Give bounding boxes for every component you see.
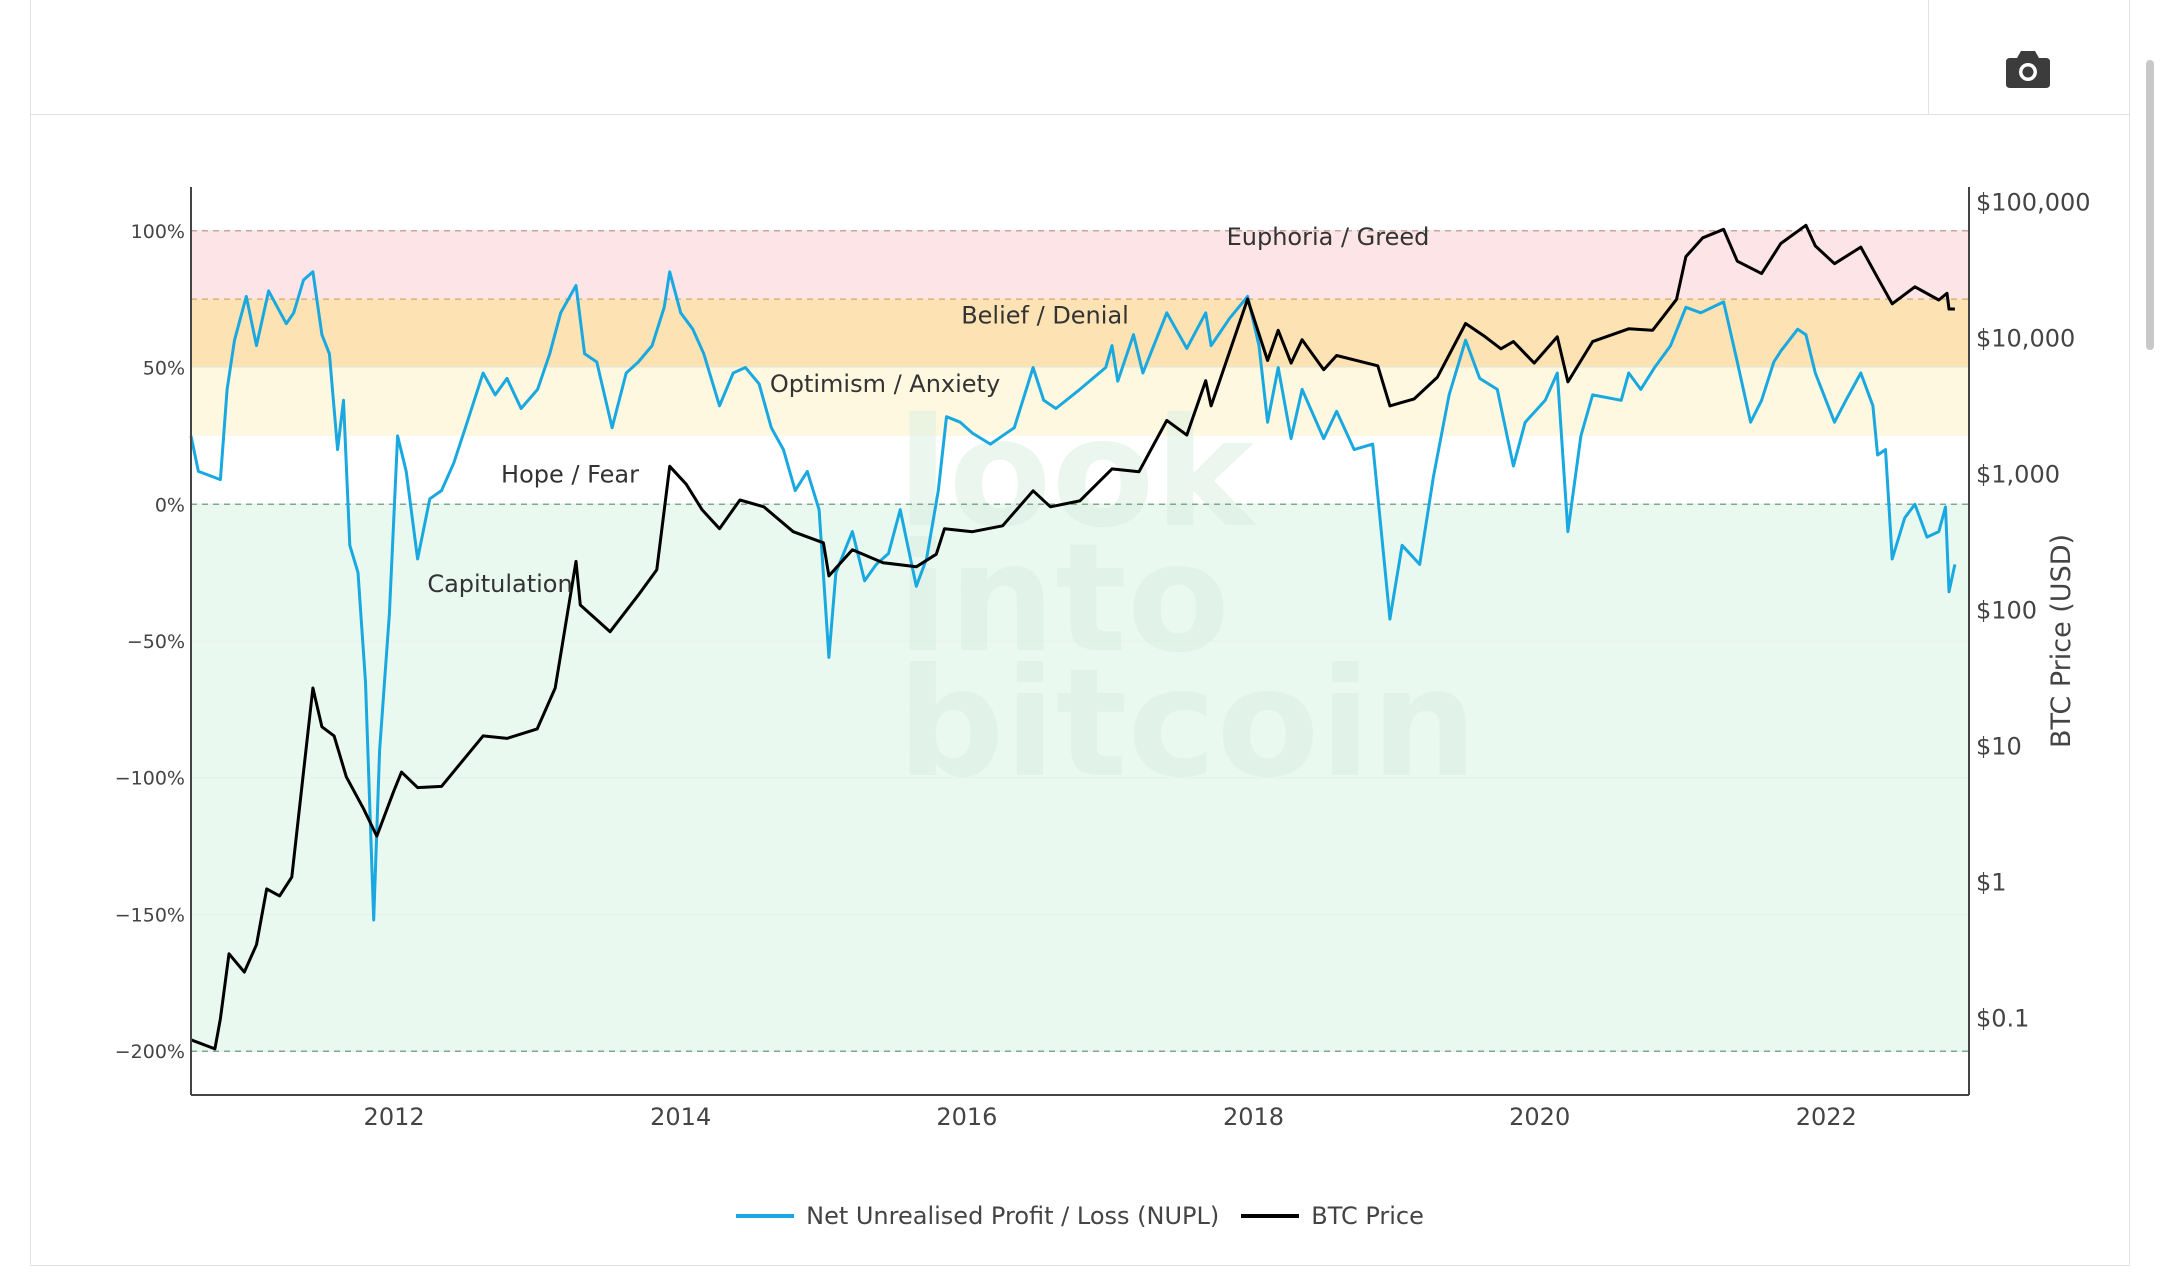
watermark-line-3: bitcoin (897, 637, 1478, 811)
x-tick-label: 2012 (364, 1103, 425, 1131)
zone-label-belief-denial: Belief / Denial (961, 302, 1129, 330)
y-left-tick-label: 100% (131, 221, 185, 243)
legend-swatch-btc-price (1241, 1214, 1300, 1218)
y-right-tick-label: $1,000 (1976, 461, 2060, 489)
zone-label-optimism-anxiety: Optimism / Anxiety (770, 370, 1000, 398)
y-left-tick-label: −50% (127, 631, 185, 653)
series-line-btc-price (190, 223, 1955, 1051)
y-right-tick-label: $1 (1976, 869, 2007, 897)
grid-layer (191, 230, 1969, 1052)
watermark-line-2: into (897, 512, 1230, 686)
watermark: look into bitcoin (897, 387, 1478, 811)
legend-item-btc-price[interactable]: BTC Price (1241, 1202, 1424, 1230)
x-tick-label: 2022 (1796, 1103, 1857, 1131)
watermark-line-1: look (897, 387, 1258, 561)
chart-legend: Net Unrealised Profit / Loss (NUPL) BTC … (0, 1196, 2160, 1236)
chart-container (30, 0, 2130, 1266)
x-tick-label: 2018 (1223, 1103, 1284, 1131)
y-right-axis-title: BTC Price (USD) (2046, 534, 2077, 748)
legend-swatch-nupl (736, 1214, 795, 1218)
y-right-tick-label: $100 (1976, 597, 2037, 625)
y-right-tick-label: $10,000 (1976, 325, 2075, 353)
toolbar-divider (1928, 0, 1929, 115)
zone-label-hope-fear: Hope / Fear (501, 460, 639, 488)
y-left-tick-label: 0% (155, 494, 185, 516)
legend-label-nupl: Net Unrealised Profit / Loss (NUPL) (806, 1202, 1220, 1230)
x-tick-label: 2014 (650, 1103, 711, 1131)
legend-item-nupl[interactable]: Net Unrealised Profit / Loss (NUPL) (736, 1202, 1219, 1230)
download-image-button[interactable] (1990, 40, 2066, 98)
y-left-tick-label: 50% (143, 358, 185, 380)
y-right-tick-label: $100,000 (1976, 189, 2091, 217)
camera-icon (2006, 51, 2050, 88)
x-tick-label: 2020 (1509, 1103, 1570, 1131)
page-scrollbar[interactable] (2146, 60, 2154, 350)
zone-hope-fear (191, 435, 1969, 505)
series-layer (189, 223, 1957, 1051)
zone-labels: Euphoria / Greed Belief / Denial Optimism … (427, 223, 1429, 598)
zone-belief-denial (191, 299, 1969, 368)
chart-toolbar (30, 0, 2130, 115)
y-right-tick-label: $0.1 (1976, 1005, 2029, 1033)
zone-label-euphoria-greed: Euphoria / Greed (1227, 223, 1430, 251)
y-left-tick-label: −100% (115, 768, 185, 790)
zone-euphoria-greed (191, 230, 1969, 300)
series-line-nupl (189, 270, 1957, 922)
y-left-tick-label: −150% (115, 904, 185, 926)
axes-layer: 100% 50% 0% −50% −100% −150% −200% $100,000 $10,… (115, 187, 2091, 1131)
x-tick-label: 2016 (936, 1103, 997, 1131)
y-right-tick-label: $10 (1976, 733, 2022, 761)
legend-label-btc-price: BTC Price (1311, 1202, 1424, 1230)
zone-label-capitulation: Capitulation (427, 570, 572, 598)
y-left-tick-label: −200% (115, 1041, 185, 1063)
